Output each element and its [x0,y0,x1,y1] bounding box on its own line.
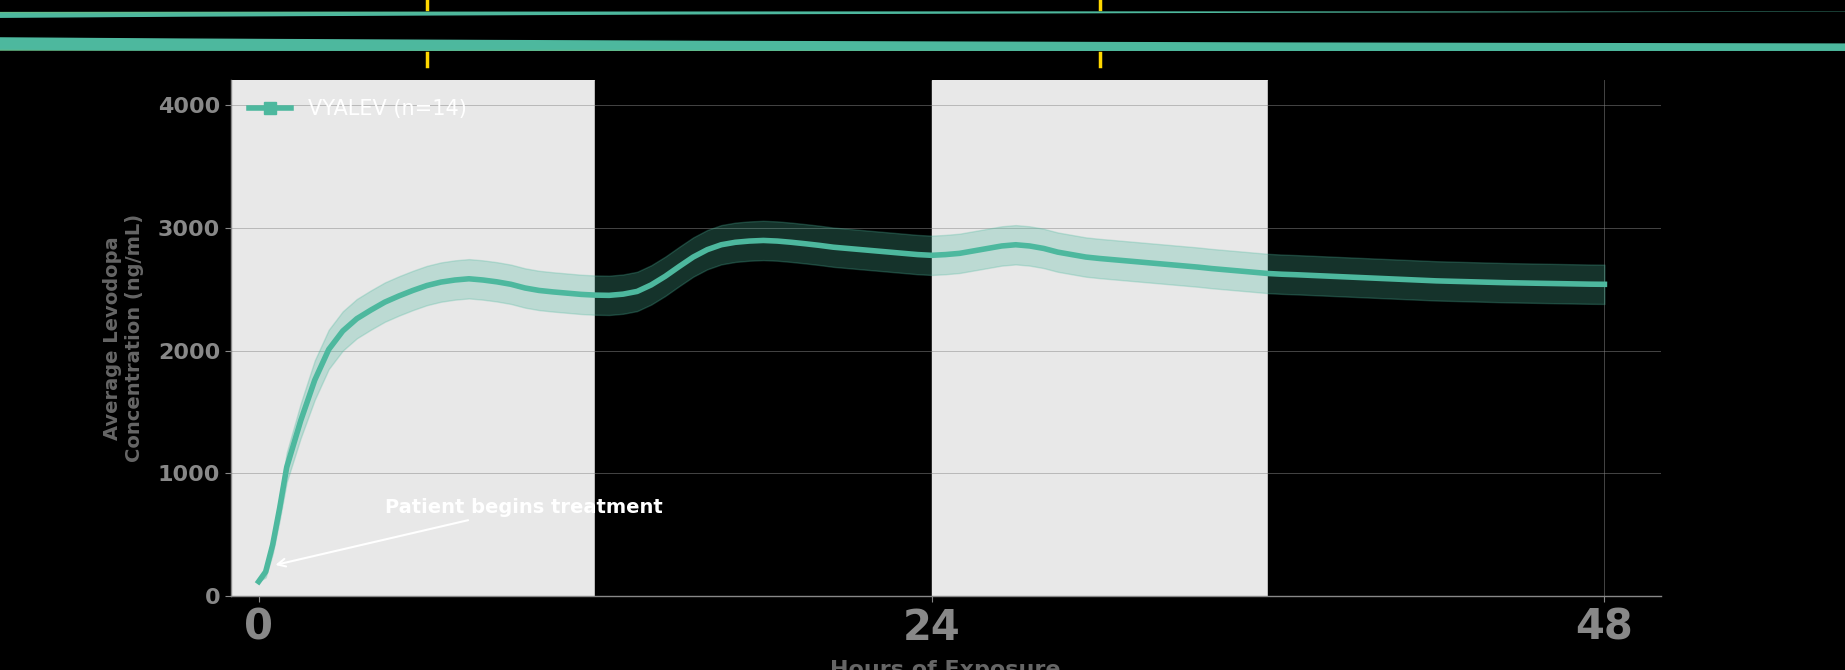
Circle shape [0,12,1845,50]
Bar [932,80,1268,596]
Circle shape [0,11,1845,44]
X-axis label: Hours of Exposure: Hours of Exposure [830,660,1061,670]
Circle shape [0,12,1845,50]
Bar [596,80,932,596]
Text: Patient begins treatment: Patient begins treatment [277,498,662,566]
Bar [1268,80,1660,596]
Y-axis label: Average Levodopa
Concentration (ng/mL): Average Levodopa Concentration (ng/mL) [103,214,144,462]
Bar [231,80,596,596]
Legend: VYALEV (n=14): VYALEV (n=14) [242,91,474,127]
Circle shape [0,13,1845,50]
Circle shape [0,13,1845,50]
Circle shape [35,11,1845,44]
